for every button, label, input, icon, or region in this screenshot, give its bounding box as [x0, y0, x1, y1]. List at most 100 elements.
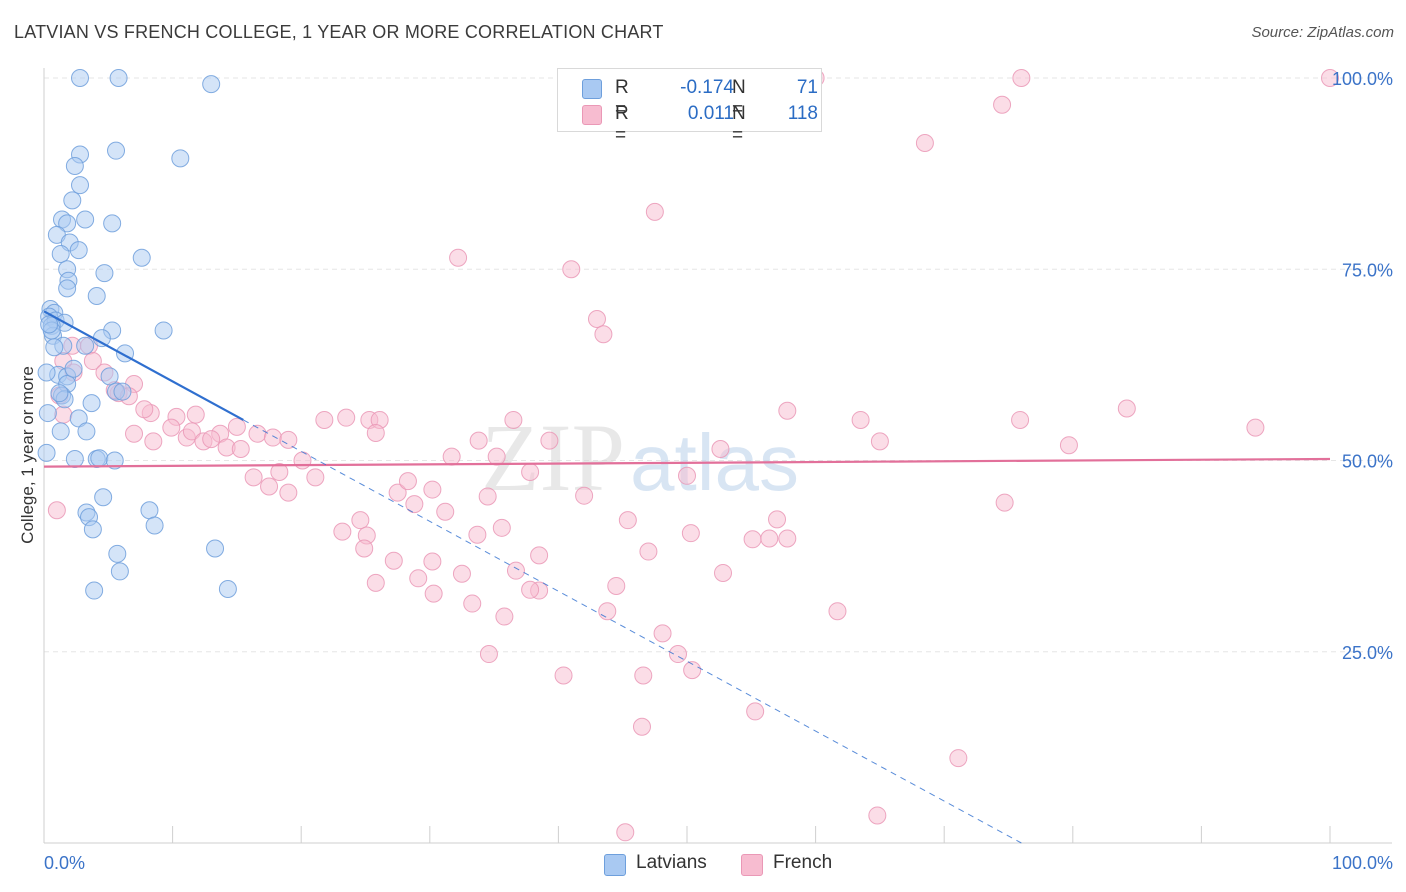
french-point — [949, 749, 968, 768]
french-point — [351, 511, 370, 530]
latvian-point — [140, 501, 159, 520]
french-point — [668, 645, 687, 664]
chart-title: LATVIAN VS FRENCH COLLEGE, 1 YEAR OR MOR… — [14, 22, 664, 42]
french-point — [315, 410, 334, 429]
french-point — [1117, 399, 1136, 418]
tick-labels: 100.0% 75.0% 50.0% 25.0% 0.0% 100.0% — [44, 69, 1393, 873]
latvian-point — [82, 394, 101, 413]
french-point — [760, 529, 779, 548]
french-point — [995, 493, 1014, 512]
french-point — [562, 260, 581, 279]
latvian-point — [37, 443, 56, 462]
french-point — [639, 542, 658, 561]
french-point — [683, 661, 702, 680]
latvian-point — [65, 449, 84, 468]
french-point — [405, 495, 424, 514]
latvian-point — [145, 516, 164, 535]
french-point — [492, 518, 511, 537]
x-tick-label: 100.0% — [1332, 853, 1393, 873]
french-point — [366, 573, 385, 592]
french-point — [540, 431, 559, 450]
latvian-point — [132, 248, 151, 267]
french-point — [632, 717, 651, 736]
latvian-point — [108, 544, 127, 563]
latvian-point — [69, 241, 88, 260]
french-point — [915, 134, 934, 153]
latvian-point — [76, 336, 95, 355]
french-point — [746, 702, 765, 721]
latvian-point — [206, 539, 225, 558]
latvian-point — [76, 210, 95, 229]
french-point — [423, 480, 442, 499]
latvian-point — [37, 363, 56, 382]
n-label: N = — [732, 103, 746, 146]
latvian-point — [218, 580, 237, 599]
n-label: N = — [732, 77, 746, 120]
french-point — [607, 576, 626, 595]
french-point — [479, 645, 498, 664]
french-point — [83, 352, 102, 371]
french-point — [270, 462, 289, 481]
french-point — [182, 422, 201, 441]
french-point — [868, 806, 887, 825]
latvian-point — [105, 451, 124, 470]
french-trend-line — [43, 457, 1331, 468]
latvian-point — [107, 141, 126, 160]
latvian-point — [110, 562, 129, 581]
latvian-point — [65, 156, 84, 175]
latvian-point — [58, 279, 77, 298]
french-point — [681, 524, 700, 543]
french-point — [423, 552, 442, 571]
french-point — [306, 468, 325, 487]
latvian-point — [85, 581, 104, 600]
french-point — [409, 569, 428, 588]
french-point — [993, 95, 1012, 114]
french-point — [54, 405, 73, 424]
latvian-point — [58, 214, 77, 233]
french-point — [851, 410, 870, 429]
latvian-point — [113, 382, 132, 401]
trend-lines — [43, 310, 1331, 844]
latvian-point — [40, 315, 59, 334]
latvian-point — [103, 214, 122, 233]
latvian-point — [83, 520, 102, 539]
french-n-value: 118 — [787, 103, 818, 124]
french-point — [398, 472, 417, 491]
french-swatch — [582, 105, 602, 125]
y-tick-label: 25.0% — [1342, 643, 1393, 663]
french-point — [1059, 436, 1078, 455]
latvian-point — [94, 488, 113, 507]
french-point — [469, 431, 488, 450]
latvian-point — [38, 404, 57, 423]
y-tick-label: 75.0% — [1342, 260, 1393, 280]
french-point — [436, 502, 455, 521]
french-point — [645, 202, 664, 221]
latvian-point — [51, 422, 70, 441]
french-point — [653, 624, 672, 643]
french-point — [504, 410, 523, 429]
french-point — [743, 530, 762, 549]
french-point — [1246, 418, 1265, 437]
french-point — [244, 468, 263, 487]
french-point — [125, 424, 144, 443]
latvians-trend-extension — [243, 419, 1022, 844]
french-point — [144, 432, 163, 451]
latvians-legend-label: Latvians — [636, 852, 707, 873]
french-point — [714, 563, 733, 582]
french-point — [521, 462, 540, 481]
french-point — [778, 401, 797, 420]
latvian-point — [50, 384, 69, 403]
latvian-point — [202, 75, 221, 94]
latvians-swatch — [582, 79, 602, 99]
french-point — [487, 447, 506, 466]
latvian-point — [45, 338, 64, 357]
french-legend-label: French — [773, 852, 833, 873]
latvians-trend-line — [43, 310, 244, 421]
french-point — [778, 529, 797, 548]
french-point — [575, 486, 594, 505]
latvian-point — [100, 367, 119, 386]
french-point — [1012, 69, 1031, 87]
french-point — [678, 466, 696, 485]
latvians-n-value: 71 — [796, 77, 818, 98]
